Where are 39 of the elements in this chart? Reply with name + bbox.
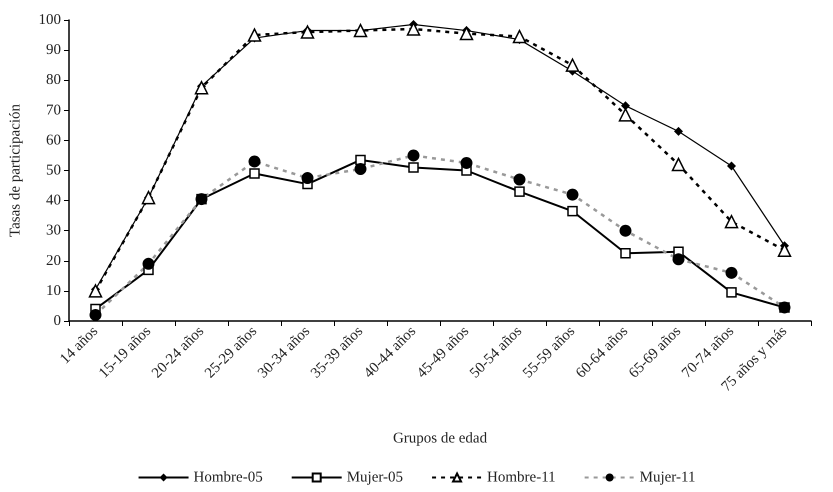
point (724, 214, 738, 228)
y-tick-label: 100 (38, 12, 61, 28)
y-tick-label: 0 (54, 313, 61, 329)
point (88, 284, 102, 298)
point (727, 161, 736, 170)
point (408, 162, 419, 173)
y-tick-label: 50 (46, 162, 61, 178)
y-tick-label: 20 (46, 252, 61, 269)
y-tick-label: 10 (46, 282, 61, 299)
legend-label: Mujer-05 (346, 470, 404, 486)
legend-label: Hombre-11 (487, 470, 556, 486)
point (672, 158, 686, 172)
point (726, 287, 737, 298)
y-tick-label: 80 (46, 72, 61, 88)
y-tick-label: 30 (46, 222, 61, 239)
point (566, 58, 580, 72)
legend-label: Mujer-11 (640, 470, 696, 486)
point (674, 126, 683, 136)
point (512, 30, 526, 44)
point (249, 168, 260, 179)
point (194, 80, 208, 94)
point (300, 25, 314, 39)
point (618, 108, 632, 122)
legend-label: Hombre-05 (194, 470, 263, 486)
point (514, 186, 525, 197)
y-tick-label: 70 (46, 102, 61, 118)
y-axis-title: Tasas de participación (8, 103, 24, 238)
y-tick-label: 40 (46, 192, 61, 209)
point (355, 154, 366, 166)
point (248, 28, 262, 42)
point (460, 26, 474, 40)
point (142, 190, 156, 204)
point (620, 248, 631, 259)
y-tick-label: 90 (46, 42, 61, 58)
x-axis-title: Grupos de edad (392, 430, 488, 446)
y-tick-label: 60 (46, 132, 61, 148)
point (354, 24, 368, 38)
point (567, 206, 578, 216)
point (621, 101, 630, 110)
